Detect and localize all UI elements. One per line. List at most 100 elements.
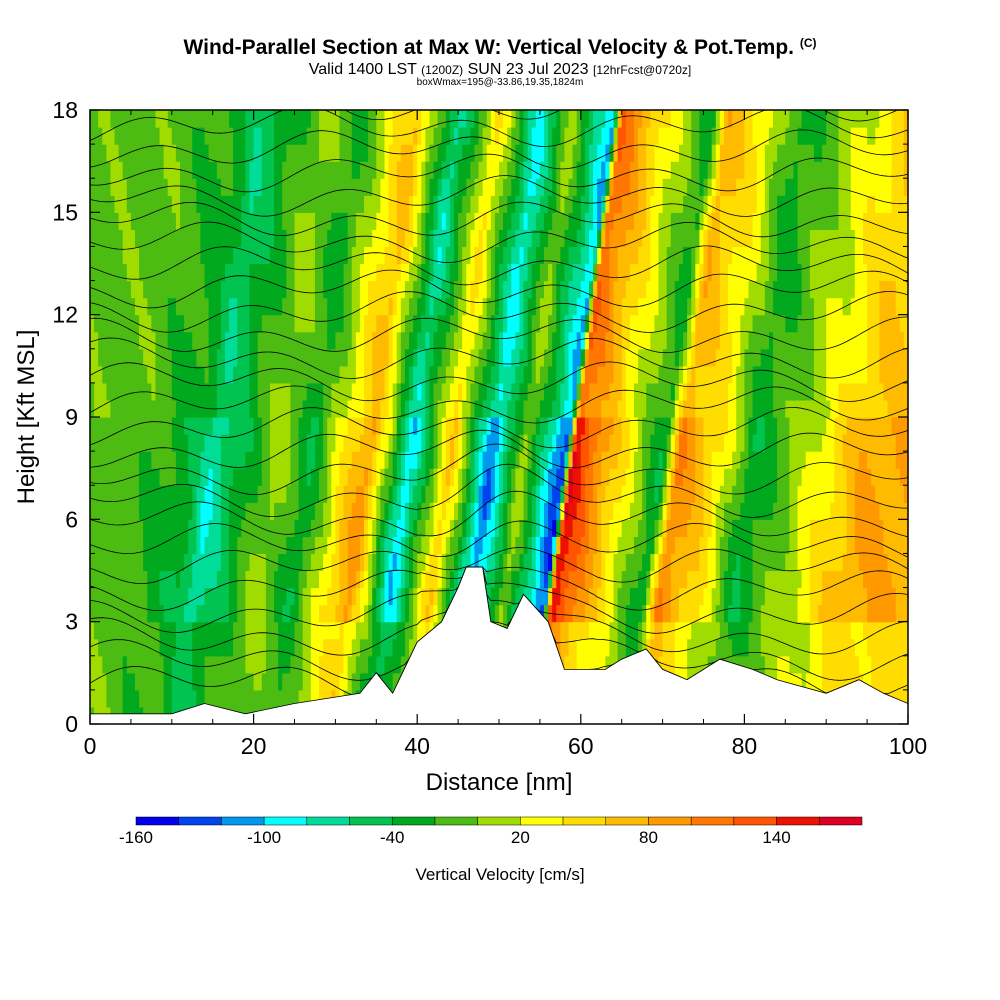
field-cell xyxy=(102,553,107,572)
field-cell xyxy=(208,451,214,469)
field-cell xyxy=(163,570,169,589)
field-cell xyxy=(245,127,251,145)
field-cell xyxy=(269,570,275,589)
field-cell xyxy=(417,127,422,145)
field-cell xyxy=(388,297,394,316)
field-cell xyxy=(241,348,247,367)
field-cell xyxy=(355,399,361,418)
field-cell xyxy=(507,297,512,316)
field-cell xyxy=(617,365,623,384)
field-cell xyxy=(364,502,369,520)
field-cell xyxy=(237,229,242,248)
field-cell xyxy=(134,451,140,469)
field-cell xyxy=(175,263,181,282)
field-cell xyxy=(609,314,615,333)
field-cell xyxy=(568,399,574,418)
field-cell xyxy=(216,314,222,333)
field-cell xyxy=(470,280,476,299)
field-cell xyxy=(601,212,606,230)
field-cell xyxy=(306,399,312,418)
field-cell xyxy=(531,212,537,230)
field-cell xyxy=(253,161,259,179)
field-cell xyxy=(122,280,128,299)
field-cell xyxy=(413,178,418,196)
field-cell xyxy=(310,604,316,623)
field-cell xyxy=(212,689,218,708)
field-cell xyxy=(372,297,377,316)
field-cell xyxy=(588,144,594,162)
field-cell xyxy=(564,348,570,367)
field-cell xyxy=(130,297,136,316)
field-cell xyxy=(597,280,602,299)
field-cell xyxy=(155,536,161,555)
field-cell xyxy=(257,638,263,657)
field-cell xyxy=(310,553,316,572)
field-cell xyxy=(118,570,124,589)
field-cell xyxy=(306,178,312,196)
field-cell xyxy=(274,553,279,572)
field-cell xyxy=(188,434,193,452)
field-cell xyxy=(572,195,578,213)
field-cell xyxy=(175,110,181,128)
field-cell xyxy=(163,655,169,674)
field-cell xyxy=(642,434,647,452)
field-cell xyxy=(519,195,525,213)
field-cell xyxy=(196,570,202,589)
field-cell xyxy=(355,348,361,367)
field-cell xyxy=(445,519,451,537)
field-cell xyxy=(175,178,181,196)
field-cell xyxy=(499,110,504,128)
field-cell xyxy=(527,451,533,469)
field-cell xyxy=(249,195,255,213)
field-cell xyxy=(633,570,639,589)
field-cell xyxy=(192,519,197,537)
field-cell xyxy=(274,382,279,401)
field-cell xyxy=(478,399,484,418)
field-cell xyxy=(613,468,619,486)
field-cell xyxy=(290,331,296,350)
field-cell xyxy=(384,297,390,316)
field-cell xyxy=(278,570,283,589)
field-cell xyxy=(126,689,132,708)
field-cell xyxy=(404,178,410,196)
field-cell xyxy=(404,331,410,350)
field-cell xyxy=(376,570,381,589)
field-cell xyxy=(114,365,120,384)
field-cell xyxy=(200,399,206,418)
forecast-info: [12hrFcst@0720z] xyxy=(593,63,692,77)
field-cell xyxy=(159,348,165,367)
field-cell xyxy=(241,399,247,418)
field-cell xyxy=(151,451,157,469)
field-cell xyxy=(462,468,467,486)
field-cell xyxy=(441,110,447,128)
field-cell xyxy=(106,553,112,572)
field-cell xyxy=(122,161,128,179)
field-cell xyxy=(601,365,606,384)
field-cell xyxy=(470,110,476,128)
field-cell xyxy=(474,485,480,503)
field-cell xyxy=(580,229,586,248)
field-cell xyxy=(474,195,480,213)
field-cell xyxy=(241,280,247,299)
field-cell xyxy=(347,263,353,282)
field-cell xyxy=(384,195,390,213)
field-cell xyxy=(171,604,177,623)
field-cell xyxy=(130,331,136,350)
field-cell xyxy=(188,587,193,606)
field-cell xyxy=(245,161,251,179)
field-cell xyxy=(94,161,99,179)
field-cell xyxy=(302,587,308,606)
field-cell xyxy=(171,399,177,418)
field-cell xyxy=(527,399,533,418)
field-cell xyxy=(335,468,341,486)
field-cell xyxy=(466,331,471,350)
field-cell xyxy=(543,399,549,418)
field-cell xyxy=(609,434,615,452)
field-cell xyxy=(474,417,480,435)
field-cell xyxy=(298,110,304,128)
field-cell xyxy=(130,621,136,640)
field-cell xyxy=(454,553,459,572)
field-cell xyxy=(257,689,263,708)
field-cell xyxy=(421,365,426,384)
field-cell xyxy=(327,280,332,299)
